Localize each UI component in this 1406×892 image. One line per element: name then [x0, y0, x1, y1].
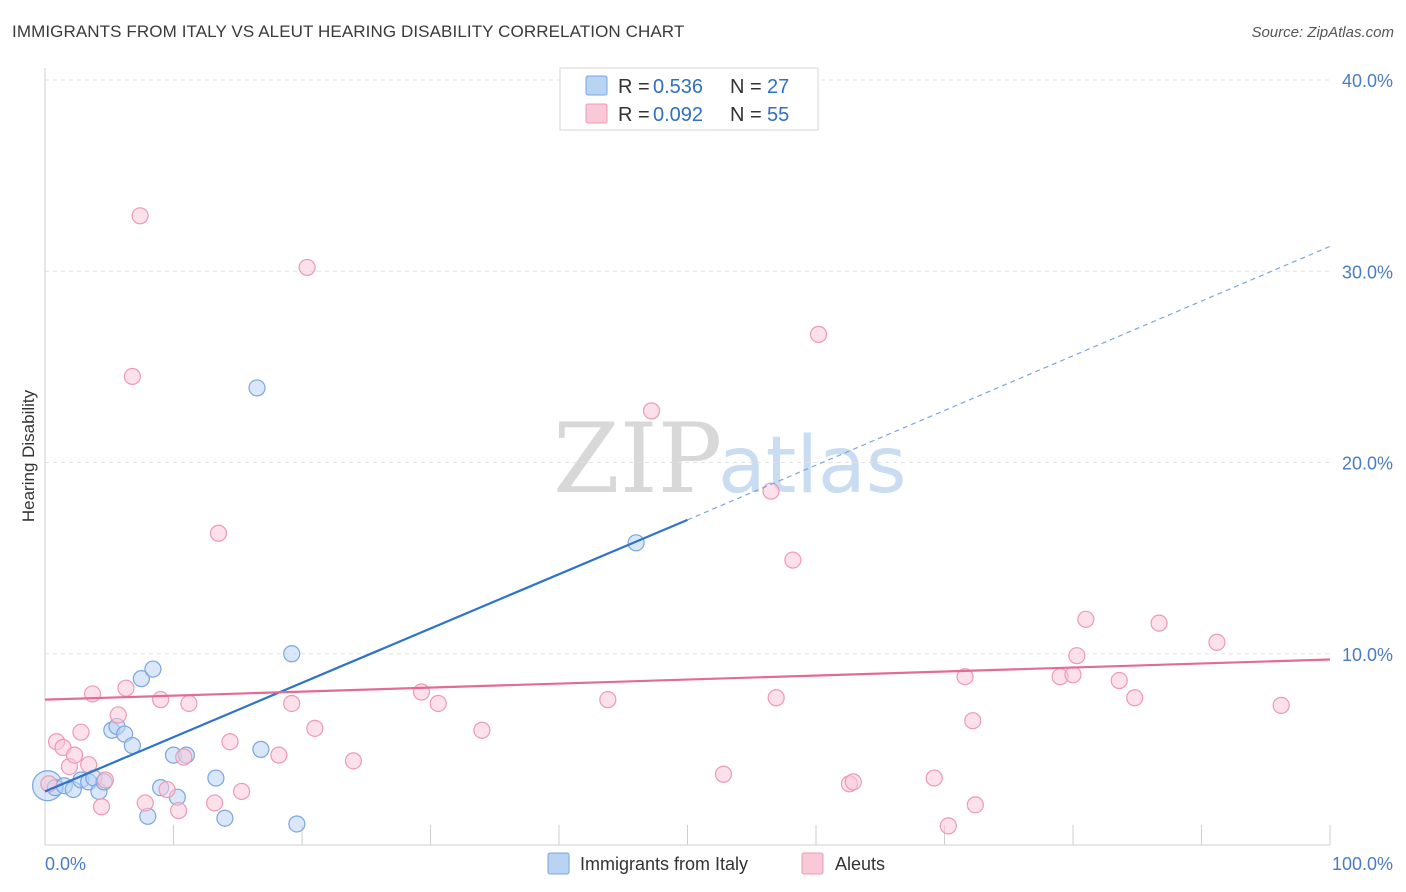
point-italy-24 [283, 645, 301, 663]
point-aleut-14 [136, 794, 154, 812]
point-aleut-4 [65, 746, 84, 764]
point-aleut-9 [96, 771, 114, 789]
y-axis-label: Hearing Disability [19, 389, 38, 522]
legend-swatch-aleut [585, 103, 608, 124]
point-aleut-28 [344, 752, 362, 770]
point-aleut-22 [221, 733, 239, 751]
bottom-legend-label-aleut: Aleuts [835, 854, 885, 874]
bottom-legend-swatch-aleut [801, 852, 824, 875]
point-aleut-35 [762, 482, 780, 500]
point-aleut-18 [175, 748, 193, 766]
point-aleut-16 [158, 780, 176, 799]
point-aleut-42 [939, 817, 957, 835]
point-aleut-17 [170, 801, 188, 820]
point-aleut-32 [599, 691, 617, 709]
trend-line-aleut [44, 658, 1331, 701]
watermark-atlas: atlas [718, 421, 907, 511]
point-italy-15 [144, 660, 162, 678]
point-aleut-23 [233, 782, 251, 801]
point-aleut-25 [283, 694, 301, 713]
y-tick-label-20: 20.0% [1342, 454, 1393, 474]
point-aleut-38 [809, 325, 828, 343]
point-aleut-36 [767, 689, 785, 707]
chart-title: IMMIGRANTS FROM ITALY VS ALEUT HEARING D… [12, 22, 685, 41]
watermark-zip: ZIP [553, 403, 722, 515]
point-aleut-40 [844, 773, 862, 791]
point-aleut-30 [429, 694, 447, 713]
y-tick-label-10: 10.0% [1342, 645, 1393, 665]
y-tick-label-40: 40.0% [1342, 71, 1393, 91]
point-aleut-11 [117, 679, 135, 697]
point-aleut-43 [956, 668, 974, 686]
point-aleut-26 [298, 258, 316, 277]
source-credit: Source: ZipAtlas.com [1251, 24, 1394, 41]
point-italy-23 [252, 740, 270, 758]
y-tick-label-30: 30.0% [1342, 262, 1393, 282]
point-aleut-15 [152, 691, 170, 709]
point-aleut-13 [131, 207, 149, 225]
point-italy-25 [288, 815, 306, 833]
legend-r-label-aleut: R = [618, 104, 650, 126]
legend-n-label-italy: N = [730, 76, 762, 98]
point-aleut-12 [123, 367, 141, 386]
point-aleut-54 [1272, 696, 1290, 714]
point-aleut-10 [109, 706, 127, 724]
point-aleut-49 [1077, 610, 1095, 628]
point-italy-13 [132, 670, 150, 688]
legend-swatch-italy [585, 75, 608, 96]
point-aleut-31 [473, 721, 491, 739]
point-aleut-33 [642, 402, 661, 420]
legend: R = 0.536 N = 27 R = 0.092 N = 55 [559, 67, 819, 131]
trend-lines [44, 245, 1331, 793]
x-tick-marks [173, 825, 1331, 845]
point-aleut-37 [784, 551, 802, 569]
x-tick-label-min: 0.0% [45, 854, 86, 874]
point-aleut-21 [209, 524, 228, 542]
bottom-legend-swatch-italy [547, 852, 570, 875]
bottom-legend-label-italy: Immigrants from Italy [580, 854, 748, 874]
x-tick-label-max: 100.0% [1332, 854, 1393, 874]
legend-r-value-aleut: 0.092 [653, 104, 703, 126]
point-aleut-29 [412, 683, 431, 701]
point-aleut-51 [1126, 689, 1144, 707]
point-aleut-5 [72, 723, 90, 741]
y-tick-labels: 10.0% 20.0% 30.0% 40.0% [1342, 71, 1393, 665]
legend-n-label-aleut: N = [730, 104, 762, 126]
point-italy-20 [207, 769, 225, 787]
point-aleut-7 [83, 685, 102, 703]
point-aleut-41 [925, 769, 943, 787]
point-aleut-20 [206, 794, 224, 812]
grid-lines [45, 79, 1330, 655]
point-italy-21 [216, 809, 234, 827]
trend-line-italy [44, 518, 688, 793]
point-aleut-50 [1110, 671, 1128, 690]
point-aleut-48 [1068, 647, 1086, 665]
legend-r-value-italy: 0.536 [653, 76, 703, 98]
trend-line-italy-extension [687, 245, 1331, 521]
point-aleut-19 [180, 694, 198, 713]
legend-n-value-aleut: 55 [767, 104, 789, 126]
point-aleut-52 [1150, 614, 1168, 632]
point-aleut-24 [270, 746, 288, 764]
series-aleut-points [40, 207, 1290, 835]
point-aleut-8 [92, 798, 111, 816]
point-aleut-53 [1208, 633, 1226, 651]
legend-r-label-italy: R = [618, 76, 650, 98]
point-aleut-45 [966, 796, 984, 814]
legend-n-value-italy: 27 [767, 76, 789, 98]
point-aleut-27 [306, 719, 324, 737]
point-aleut-44 [964, 712, 982, 730]
bottom-legend: Immigrants from Italy Aleuts [547, 852, 885, 875]
point-aleut-47 [1064, 666, 1082, 684]
point-aleut-34 [714, 765, 733, 783]
point-italy-22 [248, 379, 266, 397]
